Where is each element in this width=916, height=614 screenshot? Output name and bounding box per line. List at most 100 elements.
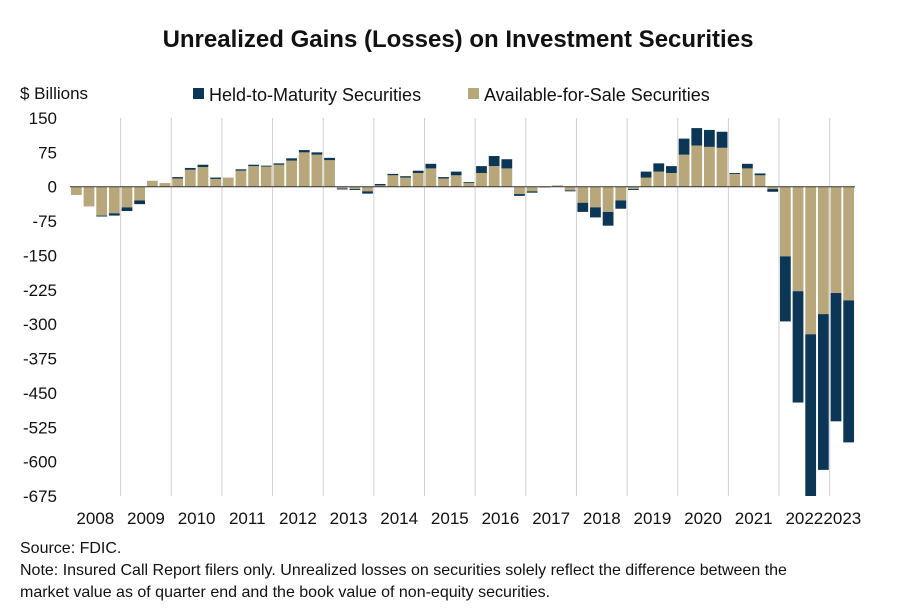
bar-htm-2012Q2: [286, 158, 297, 161]
legend: Held-to-Maturity Securities Available-for…: [193, 85, 710, 105]
bar-htm-2008Q4: [108, 213, 120, 216]
note-text-line1: Note: Insured Call Report filers only. U…: [20, 562, 787, 579]
chart-title: Unrealized Gains (Losses) on Investment …: [162, 26, 754, 53]
bar-afs-2021Q1: [729, 173, 741, 187]
y-tick-label: -525: [23, 418, 57, 437]
legend-swatch-afs: [468, 88, 479, 99]
bar-htm-2013Q4: [362, 191, 373, 194]
bar-htm-2015Q2: [438, 177, 449, 179]
x-tick-label: 2018: [583, 509, 621, 528]
bar-htm-2012Q3: [298, 150, 310, 153]
bar-htm-2014Q1: [374, 183, 386, 186]
bar-afs-2011Q2: [235, 170, 247, 187]
bar-afs-2023Q2: [843, 186, 855, 301]
bar-htm-2009Q2: [134, 200, 146, 205]
bar-afs-2013Q4: [362, 186, 373, 192]
bar-afs-2019Q3: [653, 171, 665, 187]
y-tick-label: -75: [32, 212, 57, 231]
bar-afs-2022Q1: [779, 186, 791, 257]
y-tick-label: -450: [23, 384, 57, 403]
bar-htm-2021Q1: [729, 172, 741, 174]
bar-htm-2022Q2: [792, 291, 804, 403]
grid-lines: [120, 118, 831, 496]
x-tick-label: 2008: [76, 509, 114, 528]
bar-afs-2018Q4: [615, 186, 627, 201]
bar-htm-2022Q1: [779, 256, 791, 322]
bar-htm-2019Q1: [628, 189, 639, 190]
legend-label-afs: Available-for-Sale Securities: [484, 85, 710, 105]
bar-afs-2009Q3: [146, 180, 158, 187]
bar-htm-2021Q3: [754, 173, 766, 176]
bar-htm-2020Q1: [678, 138, 690, 155]
bar-afs-2021Q2: [742, 168, 753, 187]
bar-afs-2010Q2: [184, 169, 196, 187]
bar-htm-2020Q2: [691, 128, 703, 146]
y-tick-label: 150: [29, 109, 57, 128]
bar-htm-2021Q2: [742, 163, 753, 169]
legend-label-htm: Held-to-Maturity Securities: [209, 85, 421, 105]
y-axis-label: $ Billions: [20, 84, 88, 103]
x-tick-label: 2022: [785, 509, 823, 528]
bar-afs-2023Q1: [830, 186, 842, 294]
bar-htm-2010Q3: [197, 164, 209, 168]
bar-htm-2016Q3: [501, 159, 513, 169]
bar-htm-2018Q4: [615, 200, 627, 209]
bar-afs-2010Q4: [210, 178, 221, 187]
x-tick-label: 2012: [279, 509, 317, 528]
bar-afs-2012Q4: [311, 154, 323, 187]
bar-afs-2022Q4: [817, 186, 829, 315]
bar-afs-2011Q1: [222, 177, 234, 187]
bar-afs-2009Q2: [134, 186, 146, 201]
bar-htm-2017Q4: [564, 190, 576, 192]
bar-afs-2018Q3: [602, 186, 614, 212]
bar-afs-2019Q1: [628, 186, 639, 190]
bar-afs-2008Q3: [96, 186, 108, 216]
legend-swatch-htm: [193, 88, 204, 99]
bar-htm-2021Q4: [767, 189, 779, 192]
bar-afs-2020Q1: [678, 154, 690, 187]
x-tick-label: 2010: [178, 509, 216, 528]
bar-htm-2019Q3: [653, 163, 665, 172]
bar-htm-2018Q1: [577, 202, 589, 212]
bar-htm-2011Q4: [260, 165, 272, 167]
bar-htm-2010Q2: [184, 167, 196, 170]
bar-htm-2023Q1: [830, 293, 842, 422]
bar-afs-2016Q1: [476, 172, 487, 187]
x-tick-label: 2009: [127, 509, 165, 528]
bar-afs-2017Q1: [526, 186, 538, 192]
bar-afs-2012Q2: [286, 160, 297, 187]
bar-htm-2017Q1: [526, 191, 538, 193]
bar-afs-2013Q1: [324, 160, 335, 187]
x-tick-label: 2015: [431, 509, 469, 528]
bar-afs-2014Q2: [387, 175, 399, 187]
bar-afs-2008Q2: [83, 186, 95, 207]
bar-afs-2017Q3: [552, 185, 563, 187]
bar-afs-2018Q1: [577, 186, 589, 203]
note-text-line2: market value as of quarter end and the b…: [20, 584, 551, 601]
y-tick-label: -300: [23, 315, 57, 334]
bar-htm-2008Q3: [96, 215, 108, 217]
bar-htm-2014Q4: [412, 170, 424, 173]
y-tick-label: -675: [23, 487, 57, 506]
bar-htm-2011Q2: [235, 169, 247, 171]
y-tick-label: -375: [23, 350, 57, 369]
bar-afs-2008Q1: [70, 186, 82, 195]
bar-afs-2022Q3: [805, 186, 817, 335]
bar-afs-2011Q3: [248, 166, 259, 187]
y-tick-label: 75: [38, 143, 57, 162]
axis-group: 150 75 0 -75 -150 -225 -300 -375 -450 -525 -600 -67…: [20, 84, 861, 528]
y-tick-label: -225: [23, 281, 57, 300]
x-tick-label: 2019: [634, 509, 672, 528]
x-tick-label: 2014: [380, 509, 418, 528]
bar-htm-2016Q2: [488, 156, 500, 167]
x-tick-label: 2021: [735, 509, 773, 528]
bar-htm-2013Q2: [336, 188, 348, 190]
bar-afs-2015Q1: [425, 168, 437, 187]
bar-htm-2019Q2: [640, 171, 652, 178]
bar-htm-2016Q1: [476, 166, 487, 173]
bar-afs-2016Q4: [514, 186, 525, 195]
bar-afs-2012Q1: [273, 164, 285, 187]
bar-htm-2013Q1: [324, 157, 335, 161]
bar-afs-2009Q1: [121, 186, 133, 208]
